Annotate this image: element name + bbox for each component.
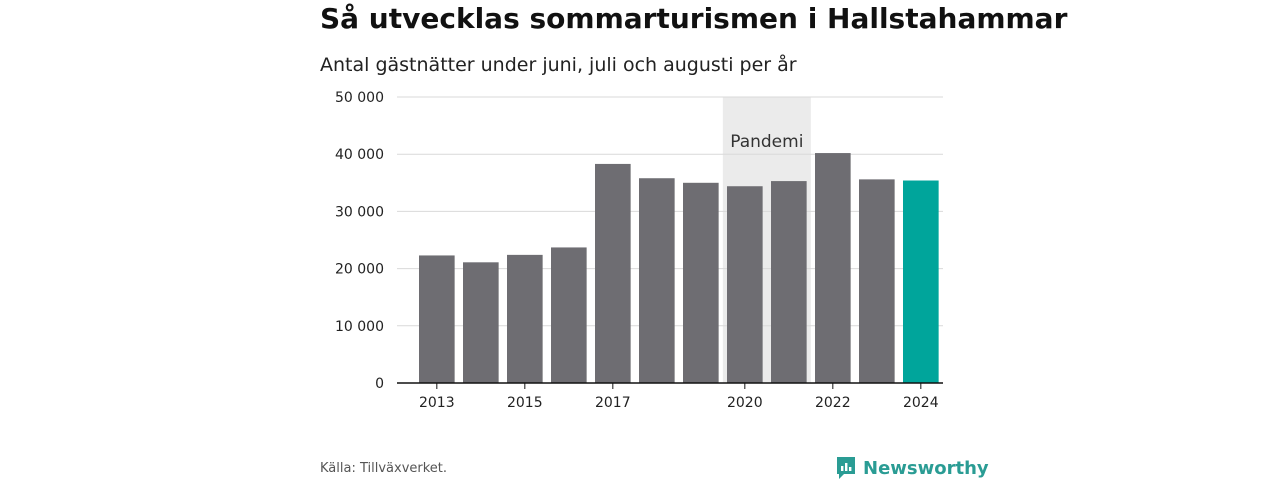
pandemic-label: Pandemi (730, 132, 803, 152)
y-tick-label: 30 000 (335, 204, 384, 220)
y-tick-label: 0 (375, 376, 384, 392)
bar (507, 254, 543, 383)
brand-logo: Newsworthy (835, 455, 989, 481)
bar (595, 163, 631, 383)
y-tick-label: 40 000 (335, 147, 384, 163)
brand-name: Newsworthy (863, 457, 989, 479)
bar (815, 153, 851, 383)
source-note: Källa: Tillväxverket. (320, 461, 448, 476)
x-tick-label: 2017 (595, 395, 631, 411)
bar (551, 247, 587, 383)
y-tick-label: 50 000 (335, 90, 384, 106)
x-tick-label: 2013 (419, 395, 455, 411)
bar (639, 178, 675, 383)
x-tick-label: 2015 (507, 395, 543, 411)
x-tick-label: 2022 (815, 395, 851, 411)
bar (419, 255, 455, 383)
chart-subtitle: Antal gästnätter under juni, juli och au… (320, 54, 797, 76)
bar (463, 262, 499, 383)
y-tick-label: 20 000 (335, 262, 384, 278)
bar (727, 186, 763, 383)
x-tick-label: 2024 (903, 395, 939, 411)
bar (859, 179, 895, 383)
chart-title: Så utvecklas sommarturismen i Hallstaham… (320, 2, 1068, 35)
newsworthy-logo-icon (837, 457, 855, 479)
bar (683, 182, 719, 383)
bar (771, 181, 807, 383)
x-tick-label: 2020 (727, 395, 763, 411)
bar (903, 180, 939, 383)
y-tick-label: 10 000 (335, 319, 384, 335)
